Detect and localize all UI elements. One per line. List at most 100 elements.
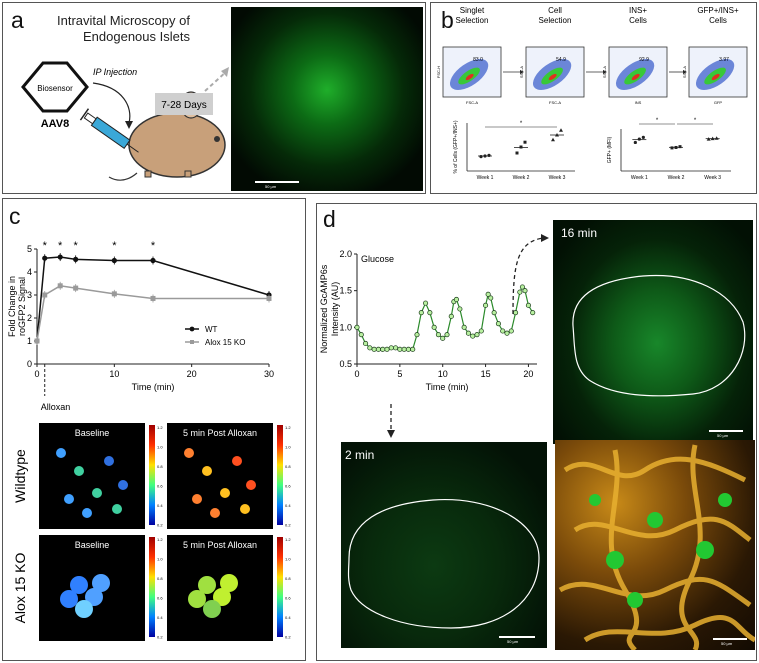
colorbar-tick-label: 0.2 [285, 635, 291, 640]
gate-x-axis-label: GFP [714, 100, 723, 105]
gate-arrow-head [683, 70, 687, 74]
significance-star: * [74, 240, 79, 252]
colorbar-tick-label: 1.2 [285, 537, 291, 542]
significance-star: * [43, 240, 48, 252]
row-label-wildtype: Wildtype [12, 449, 28, 503]
islet-signal [70, 576, 88, 594]
colorbar-tick-label: 0.2 [157, 635, 163, 640]
data-point [678, 145, 682, 149]
significance-star: * [112, 240, 117, 252]
colorbar-tick-label: 0.6 [157, 484, 163, 489]
islet-signal [192, 494, 202, 504]
colorbar-tick-label: 0.6 [285, 596, 291, 601]
data-point [423, 300, 429, 306]
data-point [266, 295, 272, 301]
data-point [491, 310, 497, 316]
heatmap-image [167, 535, 273, 641]
x-axis-label: Time (min) [426, 382, 469, 392]
intravital-islet-image: 50 µm [231, 7, 423, 191]
legend-marker-ko [190, 340, 194, 344]
data-point [57, 254, 63, 260]
islet-signal [210, 508, 220, 518]
data-point [150, 257, 156, 264]
heatmap-image [39, 535, 145, 641]
data-point [358, 332, 364, 338]
scale-bar [499, 636, 535, 638]
gate-x-axis-label: INS [635, 100, 642, 105]
vasculature-overlay-image: 50 µm [555, 440, 755, 650]
gate-arrow-head [520, 70, 524, 74]
mouse-body [128, 112, 226, 178]
islet-signal [92, 574, 110, 592]
injection-diagram: Biosensor AAV8 IP Injection 7-28 Days [21, 61, 229, 181]
gate-title: Singlet [460, 6, 485, 15]
scale-bar [713, 638, 747, 640]
data-point [384, 346, 390, 352]
data-point [435, 332, 441, 338]
data-point [150, 295, 156, 301]
x-tick-label: Week 1 [631, 175, 648, 181]
y-axis-label-line2: Intensity (AU) [330, 282, 340, 337]
data-point [706, 137, 711, 141]
data-point [504, 330, 510, 336]
data-point [457, 306, 463, 312]
data-point [488, 295, 494, 301]
scale-bar-label: 50 µm [265, 184, 277, 189]
x-tick-label: 10 [438, 369, 448, 379]
data-point [414, 332, 420, 338]
islet-signal [92, 488, 102, 498]
panel-a-title-line1: Intravital Microscopy of [57, 13, 190, 28]
x-tick-label: 15 [481, 369, 491, 379]
colorbar-tick-label: 0.8 [157, 576, 163, 581]
legend-label-ko: Alox 15 KO [205, 338, 245, 347]
data-point [559, 128, 563, 132]
islet-signal [112, 504, 122, 514]
data-point [397, 346, 403, 352]
heatmap-title: 5 min Post Alloxan [183, 540, 257, 550]
alloxan-label: Alloxan [41, 402, 71, 412]
islet-signal [85, 588, 103, 606]
colorbar-tick-label: 0.6 [285, 484, 291, 489]
y-tick-label: 0.5 [339, 359, 352, 369]
y-tick-label: 2 [27, 313, 32, 323]
data-point [710, 136, 715, 141]
data-point [111, 257, 117, 264]
gate-title: Cells [709, 16, 727, 25]
data-point [633, 140, 637, 145]
ip-injection-label: IP Injection [93, 67, 137, 77]
colorbar-tick-label: 1.0 [285, 557, 291, 562]
data-point [34, 338, 40, 344]
data-point [371, 346, 377, 352]
y-tick-label: 4 [27, 267, 32, 277]
injection-arrow [92, 82, 131, 124]
data-point [380, 346, 386, 352]
gate-density-peak [631, 73, 640, 81]
colorbar [277, 425, 283, 525]
biosensor-hexagon [21, 61, 89, 113]
colorbar-tick-label: 0.4 [285, 615, 291, 620]
x-tick-label: Week 2 [668, 175, 685, 181]
colorbar-tick-label: 0.8 [285, 576, 291, 581]
data-point [517, 289, 523, 295]
gate-arrow-head [603, 70, 607, 74]
gate-percent: 3.97 [719, 57, 729, 63]
colorbar-tick-label: 0.4 [157, 615, 163, 620]
colorbar-tick-label: 1.0 [157, 557, 163, 562]
data-point [354, 324, 360, 330]
gate-title: Selection [539, 16, 572, 25]
glucose-label: Glucose [361, 254, 394, 264]
x-tick-label: Week 1 [477, 175, 494, 181]
gate-percent: 54.9 [556, 57, 566, 63]
islet-signal [184, 448, 194, 458]
y-axis-label: GFP+ (MFI) [607, 136, 613, 163]
panel-label: a [11, 7, 24, 33]
colorbar-tick-label: 1.0 [285, 445, 291, 450]
data-point [479, 155, 483, 159]
data-point [674, 145, 678, 149]
data-point [401, 346, 407, 352]
gate-density-peak [548, 73, 557, 81]
duration-label: 7-28 Days [161, 100, 207, 111]
data-point [470, 333, 476, 339]
data-point [57, 283, 63, 289]
gate-density-peak [711, 73, 720, 81]
